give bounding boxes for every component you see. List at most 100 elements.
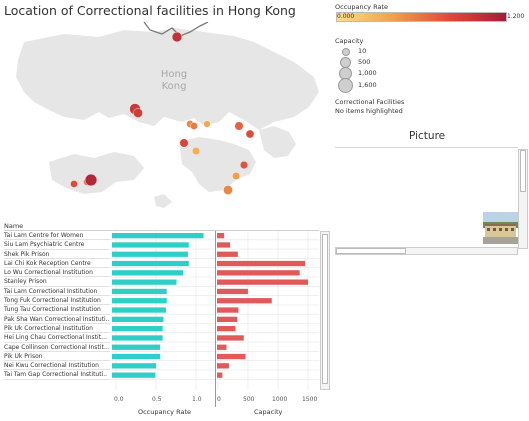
picture-vertical-scroll-thumb[interactable]	[520, 150, 526, 192]
bar-capacity[interactable]	[217, 288, 248, 295]
bar-occupancy-rate[interactable]	[112, 270, 184, 276]
bar-capacity[interactable]	[217, 233, 225, 239]
page-title: Location of Correctional facilities in H…	[4, 3, 296, 18]
legend-occupancy-title: Occupancy Rate	[335, 3, 389, 11]
facility-marker[interactable]	[203, 120, 211, 128]
facilities-filter-title: Correctional Facilities	[335, 98, 405, 106]
cap-axis-tick: 500	[243, 396, 255, 403]
bar-capacity[interactable]	[217, 251, 238, 257]
facility-markers[interactable]	[70, 31, 255, 195]
facility-marker[interactable]	[84, 173, 98, 187]
bar-occupancy-rate[interactable]	[112, 298, 167, 304]
capacity-bar-chart[interactable]	[216, 231, 319, 390]
bar-capacity[interactable]	[217, 363, 229, 369]
table-vertical-scroll-thumb[interactable]	[322, 234, 328, 384]
bar-capacity[interactable]	[217, 260, 306, 267]
occupancy-axis-title: Occupancy Rate	[138, 408, 192, 416]
occ-axis-tick: 0.5	[152, 396, 162, 403]
occupancy-scale-min: 0.000	[337, 13, 355, 20]
map-land-new-territories	[16, 28, 319, 130]
map-label-kong: Kong	[162, 81, 187, 92]
bar-capacity[interactable]	[217, 307, 239, 313]
capacity-circle-icon	[342, 48, 350, 56]
facility-marker[interactable]	[245, 129, 255, 139]
facility-marker[interactable]	[171, 31, 183, 43]
facility-name-row[interactable]: Pak Sha Wan Correctional Instituti..	[4, 315, 110, 324]
map-land-sai-kung	[259, 126, 296, 158]
capacity-axis-title: Capacity	[254, 408, 283, 416]
facility-marker[interactable]	[191, 146, 201, 156]
bar-capacity[interactable]	[217, 326, 236, 332]
picture-title: Picture	[409, 130, 446, 142]
facility-name-row[interactable]: Tong Fuk Correctional Institution	[4, 296, 110, 306]
bar-capacity[interactable]	[217, 335, 244, 341]
picture-vertical-scrollbar[interactable]	[518, 149, 528, 249]
facility-marker[interactable]	[133, 108, 143, 118]
bar-capacity[interactable]	[217, 372, 223, 378]
facility-name-row[interactable]: Tai Lam Correctional Institution	[4, 287, 110, 297]
map-view[interactable]: Hong Kong	[4, 22, 330, 209]
bar-occupancy-rate[interactable]	[112, 233, 204, 239]
facility-marker[interactable]	[223, 185, 233, 195]
facility-marker[interactable]	[232, 172, 240, 180]
table-header-divider	[4, 230, 319, 231]
chart-divider	[215, 231, 216, 407]
bar-capacity[interactable]	[217, 279, 309, 285]
bar-occupancy-rate[interactable]	[112, 335, 163, 341]
bar-occupancy-rate[interactable]	[112, 316, 164, 322]
facility-marker[interactable]	[179, 138, 189, 148]
bar-occupancy-rate[interactable]	[112, 242, 189, 248]
facility-name-row[interactable]: Shek Pik Prison	[4, 250, 110, 259]
occ-axis-tick: 1.0	[192, 396, 202, 403]
bar-occupancy-rate[interactable]	[112, 326, 163, 332]
facility-name-row[interactable]: Lai Chi Kok Reception Centre	[4, 259, 110, 269]
bar-occupancy-rate[interactable]	[112, 288, 167, 295]
capacity-legend-label: 1,600	[358, 81, 377, 89]
facility-name-list: Tai Lam Centre for Women Siu Lam Psychiat…	[4, 231, 110, 380]
bar-occupancy-rate[interactable]	[112, 251, 188, 257]
occ-axis-tick: 0.0	[114, 396, 124, 403]
bar-capacity[interactable]	[217, 270, 300, 276]
picture-horizontal-scroll-thumb[interactable]	[336, 248, 406, 254]
bar-occupancy-rate[interactable]	[112, 344, 161, 350]
capacity-legend-label: 500	[358, 58, 371, 66]
bar-capacity[interactable]	[217, 298, 272, 304]
facility-marker[interactable]	[239, 160, 249, 170]
picture-horizontal-scrollbar[interactable]	[335, 247, 518, 255]
capacity-legend-label: 10	[358, 47, 367, 55]
map-label-hong: Hong	[161, 69, 187, 80]
capacity-legend-label: 1,000	[358, 69, 377, 77]
cap-axis-tick: 1000	[272, 396, 288, 403]
facility-name-row[interactable]: Cape Collinson Correctional Institut..	[4, 343, 110, 352]
facility-photo	[483, 212, 518, 244]
facility-name-row[interactable]: Pik Uk Correctional Institution	[4, 324, 110, 334]
bar-occupancy-rate[interactable]	[112, 353, 161, 360]
bar-capacity[interactable]	[217, 353, 246, 360]
bar-occupancy-rate[interactable]	[112, 307, 166, 313]
facility-name-row[interactable]: Lo Wu Correctional Institution	[4, 268, 110, 278]
bar-occupancy-rate[interactable]	[112, 279, 177, 285]
facilities-highlight-status: No items highlighted	[335, 107, 403, 115]
bar-occupancy-rate[interactable]	[112, 363, 157, 369]
facility-marker[interactable]	[70, 180, 78, 188]
picture-viewer	[335, 147, 518, 248]
capacity-circle-icon	[338, 78, 353, 93]
facility-name-row[interactable]: Pik Uk Prison	[4, 352, 110, 362]
name-column-header[interactable]: Name	[4, 222, 24, 230]
facility-name-row[interactable]: Nei Kwu Correctional Institution	[4, 361, 110, 371]
bar-capacity[interactable]	[217, 242, 231, 248]
facility-name-row[interactable]: Hei Ling Chau Correctional Instituti..	[4, 334, 110, 343]
facility-marker[interactable]	[190, 122, 198, 130]
facility-name-row[interactable]: Stanley Prison	[4, 277, 110, 287]
bar-capacity[interactable]	[217, 344, 227, 350]
occupancy-bar-chart[interactable]	[111, 231, 215, 390]
bar-occupancy-rate[interactable]	[112, 260, 189, 267]
facility-name-row[interactable]: Siu Lam Psychiatric Centre	[4, 240, 110, 250]
bar-capacity[interactable]	[217, 316, 238, 322]
bar-occupancy-rate[interactable]	[112, 372, 156, 378]
facility-name-row[interactable]: Tai Tam Gap Correctional Instituti..	[4, 370, 110, 380]
facility-name-row[interactable]: Tai Lam Centre for Women	[4, 231, 110, 241]
facility-name-row[interactable]: Tung Tau Correctional Institution	[4, 305, 110, 315]
occupancy-scale-max: 1.200	[507, 13, 525, 20]
facility-marker[interactable]	[234, 121, 244, 131]
